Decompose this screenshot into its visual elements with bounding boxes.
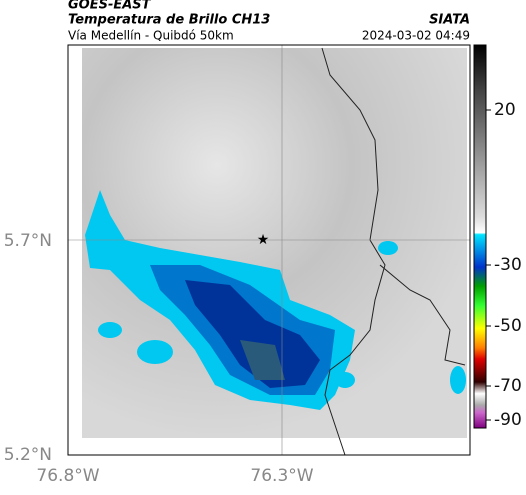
cold-clouds — [85, 190, 466, 410]
datetime: 2024-03-02 04:49 — [362, 29, 470, 43]
source: GOES-EAST — [68, 0, 152, 13]
colorbar-label: 20 — [494, 100, 516, 120]
colorbar-ticks: 20 -30 -50 -70 -90 — [486, 100, 522, 430]
border — [379, 264, 466, 366]
border — [321, 47, 386, 456]
map-frame — [67, 44, 471, 456]
colorbar-label: -90 — [494, 410, 522, 430]
org: SIATA — [429, 13, 470, 28]
colorbar — [473, 44, 487, 429]
colorbar-label: -30 — [494, 255, 522, 275]
colorbar-label: -50 — [494, 316, 522, 336]
colorbar-label: -70 — [494, 376, 522, 396]
lon-label: 76.3°W — [250, 466, 313, 486]
lat-label: 5.7°N — [4, 231, 52, 251]
product: Temperatura de Brillo CH13 — [68, 13, 270, 28]
route: Vía Medellín - Quibdó 50km — [68, 29, 234, 43]
location-star: ★ — [257, 232, 270, 248]
lat-label: 5.2°N — [4, 445, 52, 465]
lon-label: 76.8°W — [36, 466, 99, 486]
